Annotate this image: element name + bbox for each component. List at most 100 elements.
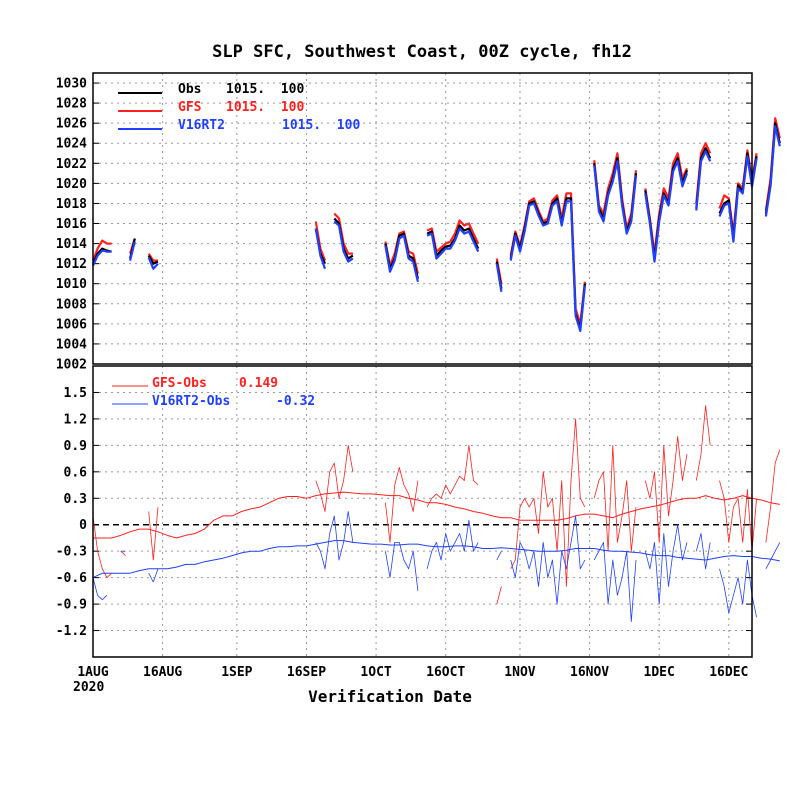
top-y-tick-label: 1018 xyxy=(56,197,87,212)
top-y-tick-label: 1026 xyxy=(56,117,87,132)
x-tick-label: 16OCT xyxy=(426,665,465,680)
bottom-panel-frame xyxy=(92,365,753,658)
x-tick-label: 16SEP xyxy=(287,665,326,680)
legend-stats-gfs: 1015. 100 xyxy=(226,100,304,115)
bottom-y-tick-label: 0.6 xyxy=(64,465,88,480)
top-panel-frame xyxy=(92,72,753,365)
x-tick-label: 1NOV xyxy=(504,665,535,680)
series-line-gfs xyxy=(593,152,638,230)
series-line-gfs xyxy=(384,230,419,274)
series-line-gfs-obs xyxy=(148,507,159,561)
series-line-gfs-obs xyxy=(385,466,419,543)
series-line-obs xyxy=(384,232,419,279)
series-line-v16rt2 xyxy=(426,227,480,260)
series-line-v16rt2-obs xyxy=(593,542,637,623)
series-line-gfs-obs xyxy=(510,418,586,587)
series-line-v16rt2-obs xyxy=(695,533,711,570)
legend-stats-v16rt2: 1015. 100 xyxy=(282,118,360,133)
x-axis-year-label: 2020 xyxy=(73,680,104,695)
series-line-v16rt2 xyxy=(495,263,503,292)
series-line-v16rt2-obs xyxy=(148,568,159,583)
top-y-tick-label: 1010 xyxy=(56,277,87,292)
series-line-v16rt2-obs xyxy=(315,511,354,570)
series-line-gfs-obs xyxy=(593,444,637,552)
series-line-v16rt2 xyxy=(593,160,638,235)
series-line-v16rt2 xyxy=(695,150,712,211)
series-line-gfs-obs xyxy=(695,405,711,481)
series-line-gfs xyxy=(147,252,158,262)
bottom-y-tick-label: -1.2 xyxy=(56,624,87,639)
legend-label-obs: Obs xyxy=(178,82,201,97)
series-line-gfs-obs xyxy=(719,480,757,552)
top-series-lines xyxy=(91,117,781,332)
bottom-y-tick-label: -0.3 xyxy=(56,545,87,560)
series-line-v16rt2 xyxy=(509,200,586,332)
x-tick-label: 16AUG xyxy=(143,665,182,680)
x-tick-label: 16DEC xyxy=(709,665,748,680)
legend-label-v16rt2: V16RT2 xyxy=(178,118,225,133)
series-line-v16rt2 xyxy=(91,249,112,267)
top-y-tick-label: 1006 xyxy=(56,317,87,332)
series-line-gfs-obs xyxy=(120,550,126,556)
bottom-legend: GFS-Obs 0.149 V16RT2-Obs -0.32 xyxy=(112,376,315,409)
bottom-y-tick-label: 1.5 xyxy=(64,386,87,401)
top-y-tick-label: 1012 xyxy=(56,257,87,272)
top-y-tick-label: 1028 xyxy=(56,97,87,112)
series-line-gfs-obs xyxy=(644,436,688,543)
top-y-tick-label: 1016 xyxy=(56,217,87,232)
legend-label-gfs: GFS xyxy=(178,100,202,115)
bottom-y-tick-label: -0.6 xyxy=(56,571,87,586)
top-legend: Obs 1015. 100 GFS 1015. 100 V16RT2 1015.… xyxy=(118,82,360,133)
series-line-v16rt2 xyxy=(644,160,689,263)
x-tick-label: 1SEP xyxy=(221,665,252,680)
series-line-v16rt2-obs xyxy=(496,551,502,561)
series-line-obs xyxy=(147,255,159,265)
series-line-v16rt2-obs xyxy=(765,542,781,569)
top-y-tick-label: 1020 xyxy=(56,177,87,192)
top-gridlines xyxy=(93,73,752,365)
x-tick-label: 1AUG xyxy=(77,665,108,680)
bottom-y-tick-label: 0.9 xyxy=(64,439,87,454)
bottom-y-tick-label: 0.3 xyxy=(64,492,87,507)
series-line-v16rt2 xyxy=(314,228,327,270)
bottom-y-tick-label: -0.9 xyxy=(56,598,87,613)
series-line-v16rt2-obs xyxy=(644,524,688,605)
top-y-tick-label: 1024 xyxy=(56,137,87,152)
legend-stats-gfs-obs: 0.149 xyxy=(239,376,278,391)
top-y-tick-label: 1014 xyxy=(56,237,87,252)
series-line-v16rt2-obs xyxy=(719,559,757,618)
x-tick-label: 1DEC xyxy=(644,665,675,680)
legend-label-gfs-obs: GFS-Obs xyxy=(152,376,207,391)
x-tick-label: 1OCT xyxy=(360,665,391,680)
series-line-v16rt2 xyxy=(147,257,159,270)
x-axis-title: Verification Date xyxy=(308,687,472,706)
chart-title: SLP SFC, Southwest Coast, 00Z cycle, fh1… xyxy=(212,42,632,62)
series-line-gfs-obs xyxy=(765,449,781,543)
top-y-tick-label: 1004 xyxy=(56,337,87,352)
series-line-v16rt2-obs xyxy=(426,519,479,569)
series-line-gfs xyxy=(91,239,112,261)
series-line-gfs-obs xyxy=(92,515,112,578)
series-line-v16rt2-obs xyxy=(92,577,108,601)
legend-stats-obs: 1015. 100 xyxy=(226,82,304,97)
x-tick-label: 16NOV xyxy=(570,665,609,680)
axis-ticks: 1002 1004 1006 1008 1010 1012 1014 1016 1018 1020… xyxy=(56,77,749,680)
series-line-v16rt2-obs xyxy=(510,515,586,605)
running-mean-v16rt2-obs xyxy=(92,540,780,579)
legend-stats-v16rt2-obs: -0.32 xyxy=(276,394,315,409)
top-y-tick-label: 1030 xyxy=(56,77,87,92)
series-line-gfs-obs xyxy=(496,586,502,605)
series-line-gfs-obs xyxy=(426,444,479,508)
series-line-v16rt2 xyxy=(129,241,136,261)
series-line-v16rt2 xyxy=(764,125,781,217)
series-line-v16rt2 xyxy=(333,220,354,263)
series-line-gfs-obs xyxy=(315,444,354,512)
top-y-tick-label: 1022 xyxy=(56,157,87,172)
series-line-v16rt2 xyxy=(718,155,758,243)
bottom-y-tick-label: 1.2 xyxy=(64,412,87,427)
top-y-tick-label: 1008 xyxy=(56,297,87,312)
series-line-v16rt2-obs xyxy=(385,542,419,591)
bottom-y-tick-label: 0 xyxy=(79,518,87,533)
top-y-tick-label: 1002 xyxy=(56,358,87,373)
legend-label-v16rt2-obs: V16RT2-Obs xyxy=(152,394,230,409)
